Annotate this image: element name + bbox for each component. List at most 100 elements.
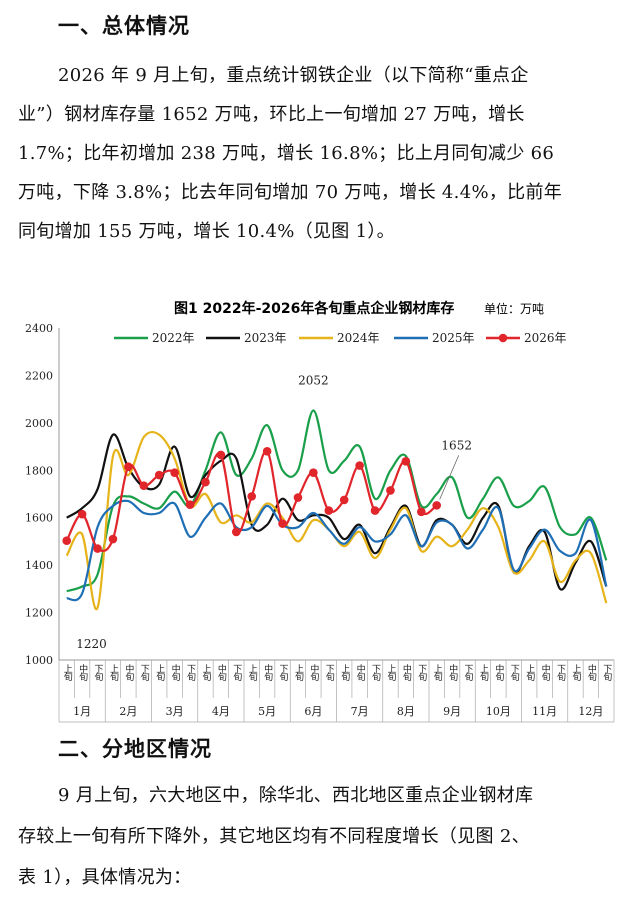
x-tick-label: 中旬 [216,663,227,682]
month-label: 12月 [578,705,603,718]
y-tick-label: 1800 [25,464,53,477]
x-tick-label: 上旬 [108,664,119,682]
series-point [170,468,179,477]
legend-marker [498,333,508,343]
series-point [432,501,442,510]
plot-area [62,409,608,611]
x-tick-label: 上旬 [293,664,304,682]
series-point [77,509,87,519]
x-tick-label: 下旬 [509,664,519,682]
x-tick-label: 上旬 [524,664,535,682]
series-point [324,506,334,515]
month-label: 4月 [212,705,230,718]
legend-label: 2023年 [244,331,287,345]
x-tick-label: 下旬 [231,664,242,682]
series-point [293,493,303,502]
x-axis: 上旬 中旬 下旬 上旬 中旬 下旬 上旬 中旬 下旬 上旬 中旬 下旬 上旬 中旬 下旬 上旬 中旬 下旬 上旬 中旬… [58,659,615,723]
annotation-label: 1652 [441,438,472,452]
series-point [124,462,133,472]
x-tick-label: 上旬 [478,664,489,682]
x-tick-label: 中旬 [355,663,366,682]
series-point [185,500,195,509]
x-tick-label: 上旬 [385,664,396,682]
month-label: 11月 [532,705,557,718]
x-tick-label: 下旬 [185,664,196,682]
x-tick-label: 下旬 [416,664,427,682]
series-point [62,536,72,546]
series-point [401,456,411,466]
paragraph-line: 万吨，下降 3.8%；比去年同旬增加 70 万吨，增长 4.4%，比前年 [18,182,563,203]
y-tick-label: 1200 [25,607,53,620]
x-tick-label: 中旬 [262,663,273,682]
x-tick-label: 下旬 [370,664,381,682]
x-tick-label: 中旬 [308,663,319,682]
y-tick-label: 1000 [25,654,53,667]
series-point [216,450,226,460]
y-tick-label: 2400 [25,322,53,335]
y-tick-label: 1600 [25,512,53,525]
legend-label: 2022年 [152,331,195,345]
x-tick-label: 中旬 [401,663,412,682]
month-label: 8月 [397,705,415,718]
chart-title: 图1 2022年-2026年各旬重点企业钢材库存 [174,300,454,317]
section-heading-overview: 一、总体情况 [58,14,190,38]
x-tick-label: 中旬 [586,663,597,682]
x-tick-label: 下旬 [93,664,104,682]
x-tick-label: 下旬 [463,664,474,682]
x-tick-label: 上旬 [200,664,211,682]
paragraph-line: 同旬增加 155 万吨，增长 10.4%（见图 1）。 [18,221,395,242]
y-tick-label: 2000 [25,417,53,430]
legend-label: 2024年 [337,331,380,345]
series-point [370,506,380,515]
month-label: 5月 [258,705,276,718]
chart-legend: 2022年 2023年 2024年 2025年 2026年 [114,331,567,345]
x-tick-label: 上旬 [62,664,72,682]
x-tick-label: 中旬 [540,663,551,682]
annotation-label: 2052 [298,374,329,388]
series-point [247,492,257,501]
overview-paragraph: 2026 年 9 月上旬，重点统计钢铁企业（以下简称“重点企 业”）钢材库存量 … [18,56,632,251]
x-tick-label: 中旬 [77,663,88,682]
section-heading-regional: 二、分地区情况 [58,737,212,761]
paragraph-line: 9 月上旬，六大地区中，除华北、西北地区重点企业钢材库 [58,785,534,806]
month-label: 6月 [304,705,322,718]
paragraph-line: 2026 年 9 月上旬，重点统计钢铁企业（以下简称“重点企 [58,65,529,86]
regional-paragraph: 9 月上旬，六大地区中，除华北、西北地区重点企业钢材库 存较上一旬有所下降外，其… [18,775,632,898]
series-point [108,534,118,544]
month-label: 7月 [351,705,369,718]
x-tick-label: 上旬 [154,664,165,682]
series-point [386,486,395,495]
series-point [309,468,318,477]
series-point [355,461,364,470]
x-tick-label: 中旬 [170,663,181,682]
legend-label: 2025年 [432,331,475,345]
series-point [416,507,426,517]
paragraph-line: 表 1），具体情况为： [18,867,192,888]
series-point [154,470,164,480]
paragraph-line: 1.7%；比年初增加 238 万吨，增长 16.8%；比上月同旬减少 66 [18,143,555,164]
inventory-line-chart: 图1 2022年-2026年各旬重点企业钢材库存 单位：万吨 2022年 2023… [25,300,615,723]
month-label: 2月 [119,705,137,718]
series-point [262,447,272,456]
month-label: 1月 [73,705,91,718]
x-tick-label: 下旬 [555,664,566,682]
series-point [139,481,149,490]
x-tick-label: 下旬 [601,664,612,682]
series-point [201,477,210,487]
x-tick-label: 中旬 [493,663,504,682]
series-point [231,527,241,537]
series-point [93,544,102,553]
y-tick-label: 1400 [25,559,53,572]
x-tick-label: 上旬 [570,664,581,682]
legend-label: 2026年 [524,331,567,345]
month-label: 3月 [166,705,184,718]
annotation-label: 1220 [76,637,107,651]
x-tick-label: 下旬 [139,664,150,682]
paragraph-line: 业”）钢材库存量 1652 万吨，环比上一旬增加 27 万吨，增长 [18,104,525,125]
series-point [278,519,287,528]
x-tick-label: 下旬 [278,664,289,682]
annotation-leader [439,455,460,500]
month-label: 10月 [486,705,511,718]
x-tick-label: 上旬 [247,664,257,682]
y-axis: 1000 1200 1400 1600 1800 2000 2200 2400 [25,322,60,667]
